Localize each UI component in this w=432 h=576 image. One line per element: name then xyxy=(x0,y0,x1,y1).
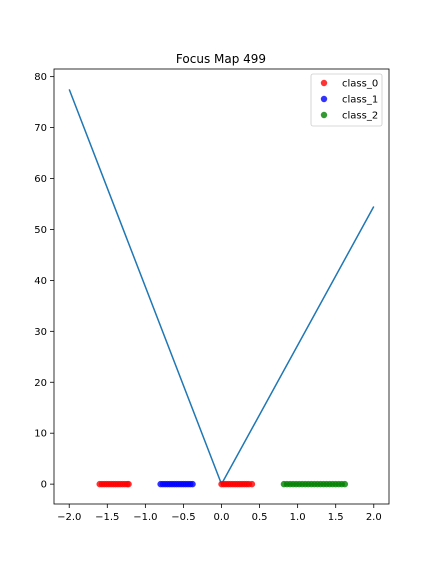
legend-label: class_2 xyxy=(342,111,378,122)
y-tick-label: 60 xyxy=(34,174,47,185)
y-tick-label: 70 xyxy=(34,123,47,134)
x-tick-label: 2.0 xyxy=(366,512,382,523)
x-tick-label: 0.5 xyxy=(252,512,268,523)
x-tick-label: −1.0 xyxy=(133,512,157,523)
y-tick-label: 40 xyxy=(34,276,47,287)
y-tick-label: 80 xyxy=(34,72,47,83)
series-class_2 xyxy=(280,480,349,488)
y-tick-label: 30 xyxy=(34,327,47,338)
legend-label: class_1 xyxy=(342,95,378,106)
point-class_2 xyxy=(341,480,349,488)
x-tick-label: 1.5 xyxy=(328,512,344,523)
chart-title: Focus Map 499 xyxy=(176,52,266,66)
point-class_0 xyxy=(125,480,132,488)
x-tick-label: −2.0 xyxy=(57,512,81,523)
x-axis: −2.0 −1.5 −1.0 −0.5 0.0 0.5 1.0 1.5 2.0 xyxy=(57,504,382,523)
series-class_0 xyxy=(96,480,256,488)
legend-item-class_2: class_2 xyxy=(320,111,378,122)
axes-frame xyxy=(53,68,390,505)
point-class_1 xyxy=(189,480,196,488)
y-tick-label: 50 xyxy=(34,225,47,236)
legend-marker xyxy=(320,111,328,119)
y-tick-label: 0 xyxy=(41,480,47,491)
plot-area xyxy=(68,89,375,488)
legend: class_0 class_1 class_2 xyxy=(310,73,383,127)
x-tick-label: −0.5 xyxy=(171,512,195,523)
legend-marker xyxy=(320,95,328,103)
y-tick-label: 20 xyxy=(34,378,47,389)
legend-label: class_0 xyxy=(342,79,378,90)
legend-item-class_0: class_0 xyxy=(320,79,378,90)
x-tick-label: 1.0 xyxy=(290,512,306,523)
y-tick-label: 10 xyxy=(34,429,47,440)
x-tick-label: −1.5 xyxy=(95,512,119,523)
legend-item-class_1: class_1 xyxy=(320,95,378,106)
x-tick-label: 0.0 xyxy=(214,512,230,523)
series-class_1 xyxy=(157,480,196,488)
y-axis: 0 10 20 30 40 50 60 70 80 xyxy=(34,72,54,491)
legend-box xyxy=(310,73,383,127)
point-class_0 xyxy=(248,480,256,488)
legend-marker xyxy=(320,79,328,87)
